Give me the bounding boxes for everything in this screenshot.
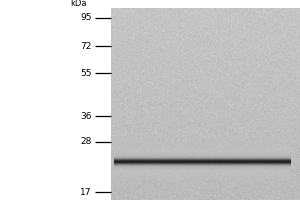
Text: 72: 72 [80, 42, 92, 51]
Text: 36: 36 [80, 112, 92, 121]
Text: 17: 17 [80, 188, 92, 197]
Text: kDa: kDa [70, 0, 87, 8]
Text: 28: 28 [80, 137, 92, 146]
Text: 95: 95 [80, 13, 92, 22]
Text: 55: 55 [80, 69, 92, 78]
